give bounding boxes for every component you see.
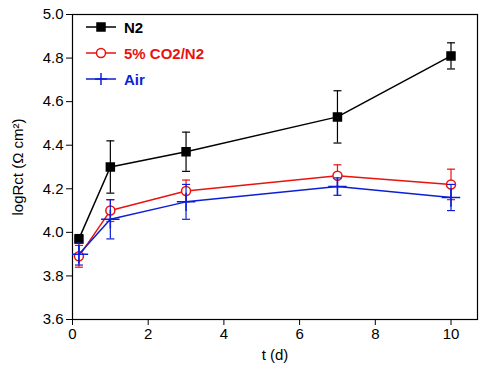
svg-text:logRct (Ω cm²): logRct (Ω cm²)	[9, 118, 26, 215]
svg-text:8: 8	[371, 325, 379, 342]
svg-text:4.2: 4.2	[43, 180, 64, 197]
svg-text:4.4: 4.4	[43, 136, 64, 153]
svg-text:3.6: 3.6	[43, 310, 64, 327]
html-text:N2: N2	[124, 18, 144, 36]
svg-text:4.6: 4.6	[43, 92, 64, 109]
svg-text:4.0: 4.0	[43, 223, 64, 240]
svg-text:2: 2	[144, 325, 152, 342]
html-text:5% CO2/N2: 5% CO2/N2	[124, 44, 204, 62]
svg-text:5.0: 5.0	[43, 5, 64, 22]
svg-text:4.8: 4.8	[43, 49, 64, 66]
svg-text:3.8: 3.8	[43, 267, 64, 284]
svg-text:6: 6	[295, 325, 303, 342]
svg-text:0: 0	[68, 325, 76, 342]
html-text:Air: Air	[124, 70, 145, 88]
svg-text:4: 4	[220, 325, 228, 342]
svg-text:10: 10	[443, 325, 460, 342]
svg-text:t (d): t (d)	[262, 346, 289, 363]
